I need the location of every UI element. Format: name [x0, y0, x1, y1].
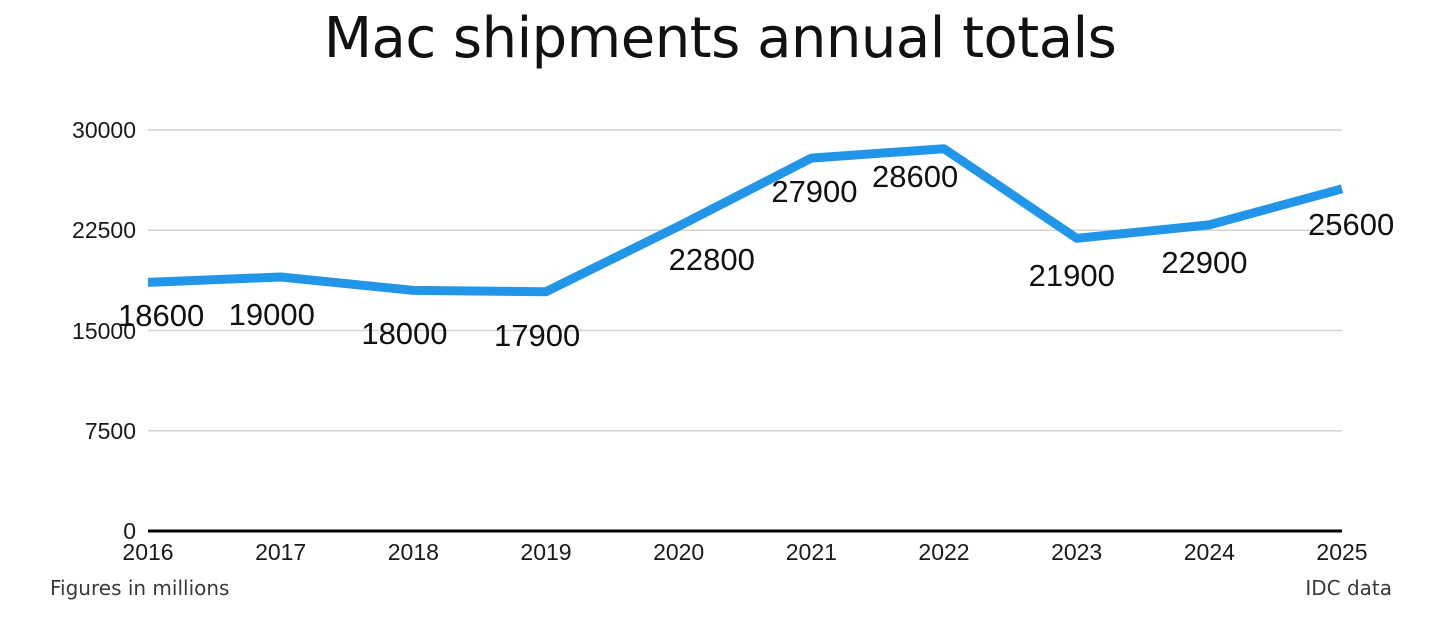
x-axis-tick-label: 2017: [255, 539, 307, 565]
data-point-label: 19000: [228, 297, 315, 333]
y-axis-tick-label: 0: [123, 518, 136, 544]
chart-title: Mac shipments annual totals: [323, 6, 1117, 71]
x-axis-tick-label: 2020: [653, 539, 705, 565]
x-axis-tick-label: 2016: [122, 539, 174, 565]
data-point-label: 28600: [872, 158, 959, 194]
y-axis-tick-label: 15000: [72, 317, 136, 344]
data-point-label: 22900: [1161, 244, 1248, 280]
x-axis-tick-label: 2022: [918, 539, 970, 565]
data-point-label: 22800: [668, 242, 755, 278]
data-point-label: 18600: [118, 298, 205, 334]
y-axis-tick-label: 7500: [84, 417, 136, 444]
x-axis-tick-label: 2024: [1183, 539, 1235, 565]
x-axis-tick-label: 2021: [785, 539, 837, 565]
y-axis-tick-label: 30000: [72, 117, 136, 143]
x-axis-tick-label: 2023: [1051, 539, 1103, 565]
data-point-label: 18000: [361, 316, 448, 352]
data-point-label: 25600: [1308, 206, 1395, 242]
data-point-label: 21900: [1028, 258, 1115, 294]
y-axis-tick-label: 22500: [72, 217, 136, 244]
data-series-line: [147, 144, 1344, 297]
x-axis-tick-label: 2018: [387, 539, 439, 565]
x-axis-tick-label: 2025: [1316, 539, 1368, 565]
footnote-right: IDC data: [1305, 576, 1392, 600]
footnote-left: Figures in millions: [50, 576, 230, 600]
data-point-label: 17900: [494, 317, 581, 353]
x-axis-tick-label: 2019: [520, 539, 572, 565]
data-point-label: 27900: [771, 174, 858, 210]
